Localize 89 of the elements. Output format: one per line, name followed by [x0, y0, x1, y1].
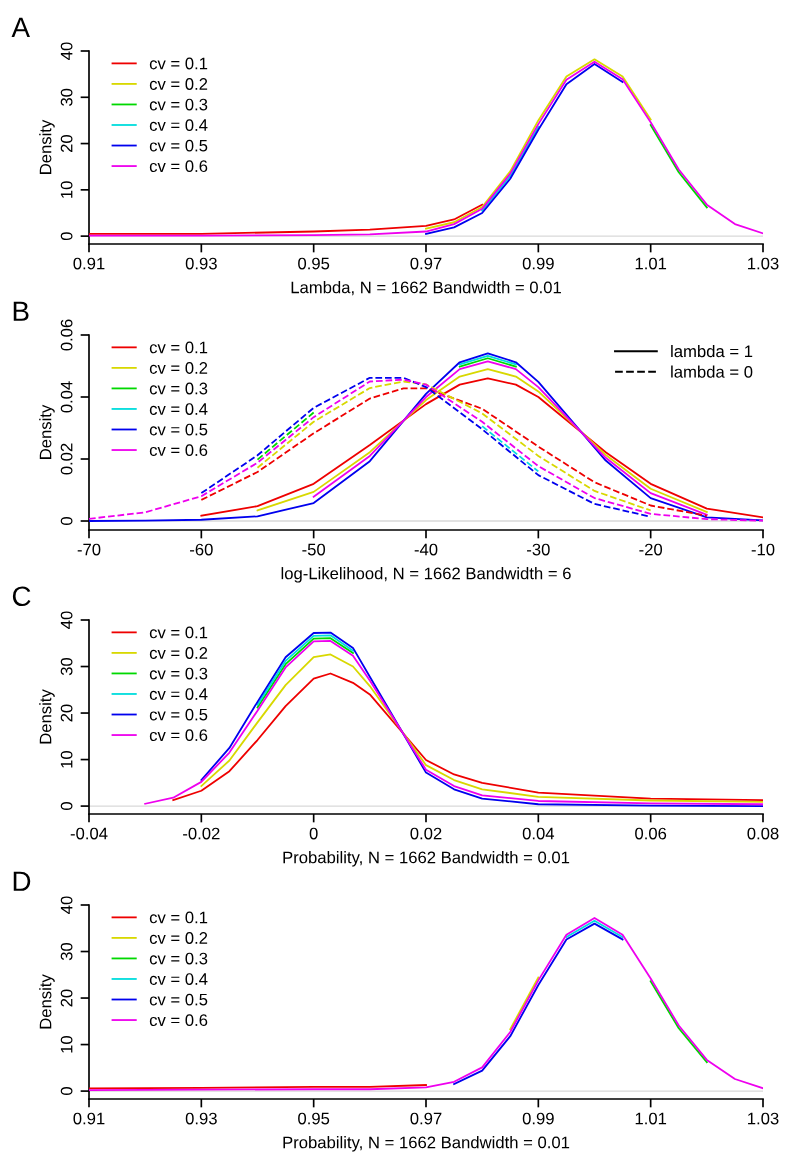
x-tick-label: -0.02 [183, 827, 220, 840]
y-tick-label: 20 [60, 989, 73, 1007]
legend-label: cv = 0.6 [149, 444, 208, 457]
x-tick-label: 0.99 [522, 257, 554, 270]
x-tick-label: 1.03 [748, 257, 779, 270]
x-tick-label: 1.03 [748, 1112, 779, 1125]
y-tick-label: 30 [60, 657, 73, 676]
x-tick-label: -0.04 [70, 827, 108, 840]
legend-label: cv = 0.6 [149, 1014, 208, 1027]
chart-title: A [11, 17, 30, 37]
legend-label: cv = 0.4 [149, 119, 208, 131]
x-axis-title: log-Likelihood, N = 1662 Bandwidth = 6 [281, 567, 571, 583]
legend-label: cv = 0.4 [149, 688, 208, 700]
x-axis-title: Lambda, N = 1662 Bandwidth = 0.01 [291, 281, 561, 296]
chart-title: C [12, 586, 31, 607]
y-tick-label: 0 [60, 802, 73, 811]
x-tick-label: 0.97 [410, 257, 442, 270]
chart-title: D [13, 871, 31, 891]
line-series [453, 922, 624, 1086]
legend-label: cv = 0.2 [149, 362, 208, 374]
legend-label: cv = 0.2 [149, 932, 208, 944]
x-tick-label: 0.93 [185, 257, 217, 270]
x-tick-label: -20 [639, 543, 663, 556]
x-tick-label: 0 [309, 827, 318, 840]
y-tick-label: 40 [60, 611, 73, 629]
legend-label: cv = 0.1 [149, 341, 208, 354]
y-axis-title: Density [39, 119, 55, 174]
legend-label: cv = 0.1 [149, 911, 208, 924]
y-axis-title: Density [39, 974, 55, 1029]
legend-label: cv = 0.6 [149, 729, 208, 742]
y-tick-label: 0 [60, 1087, 73, 1096]
line-series [425, 58, 652, 230]
y-tick-label: 0.02 [60, 443, 73, 475]
legend-label: cv = 0.2 [149, 647, 208, 659]
y-tick-label: 40 [60, 896, 73, 914]
y-tick-label: 20 [60, 704, 73, 722]
annotation: lambda = 1 [671, 345, 753, 358]
y-tick-label: 20 [60, 134, 73, 152]
y-tick-label: 0.06 [60, 319, 73, 351]
x-tick-label: -50 [302, 543, 326, 556]
legend-label: cv = 0.5 [149, 993, 208, 1006]
y-tick-label: 0.04 [60, 381, 73, 413]
x-tick-label: 0.95 [298, 1112, 330, 1125]
y-tick-label: 30 [60, 942, 73, 961]
x-tick-label: 0.91 [73, 257, 105, 270]
x-tick-label: 0.95 [298, 257, 330, 270]
legend-label: cv = 0.3 [149, 952, 208, 965]
x-tick-label: 0.97 [410, 1112, 442, 1125]
x-tick-label: -70 [77, 543, 101, 556]
legend-label: cv = 0.2 [149, 78, 208, 90]
chart-title: B [13, 301, 29, 321]
x-tick-label: 1.01 [635, 1112, 667, 1125]
x-tick-label: 0.91 [73, 1112, 105, 1125]
legend-label: cv = 0.1 [149, 626, 208, 639]
legend-label: cv = 0.4 [149, 403, 208, 415]
legend-label: cv = 0.5 [149, 708, 208, 721]
y-tick-label: 0 [60, 232, 73, 241]
x-tick-label: 0.93 [185, 1112, 217, 1125]
x-tick-label: 0.02 [410, 827, 442, 840]
line-series [425, 63, 624, 235]
y-tick-label: 10 [60, 750, 73, 768]
line-series [89, 203, 484, 235]
y-tick-label: 10 [60, 181, 73, 198]
legend-label: cv = 0.4 [149, 973, 208, 985]
legend-label: cv = 0.5 [149, 423, 208, 436]
legend-label: cv = 0.1 [149, 57, 208, 70]
legend-label: cv = 0.5 [149, 139, 208, 152]
y-axis-title: Density [39, 689, 55, 744]
x-axis-title: Probability, N = 1662 Bandwidth = 0.01 [283, 851, 570, 867]
x-tick-label: -10 [751, 543, 775, 556]
x-tick-label: -40 [414, 543, 438, 556]
legend-label: cv = 0.3 [149, 98, 208, 111]
y-axis-title: Density [39, 404, 55, 459]
legend-label: cv = 0.6 [149, 160, 208, 173]
annotation: lambda = 0 [671, 365, 753, 378]
x-tick-label: 0.99 [522, 1112, 554, 1125]
y-tick-label: 0 [60, 517, 73, 525]
y-tick-label: 10 [60, 1035, 73, 1053]
x-tick-label: 0.06 [635, 827, 667, 840]
legend-label: cv = 0.3 [149, 382, 208, 395]
x-tick-label: 0.04 [522, 827, 555, 840]
x-tick-label: -60 [190, 543, 213, 556]
legend-label: cv = 0.3 [149, 667, 208, 680]
y-tick-label: 40 [60, 42, 73, 60]
x-tick-label: 0.08 [747, 827, 779, 840]
x-axis-title: Probability, N = 1662 Bandwidth = 0.01 [283, 1136, 570, 1152]
x-tick-label: -30 [527, 543, 550, 556]
y-tick-label: 30 [60, 88, 73, 106]
x-tick-label: 1.01 [635, 257, 667, 270]
